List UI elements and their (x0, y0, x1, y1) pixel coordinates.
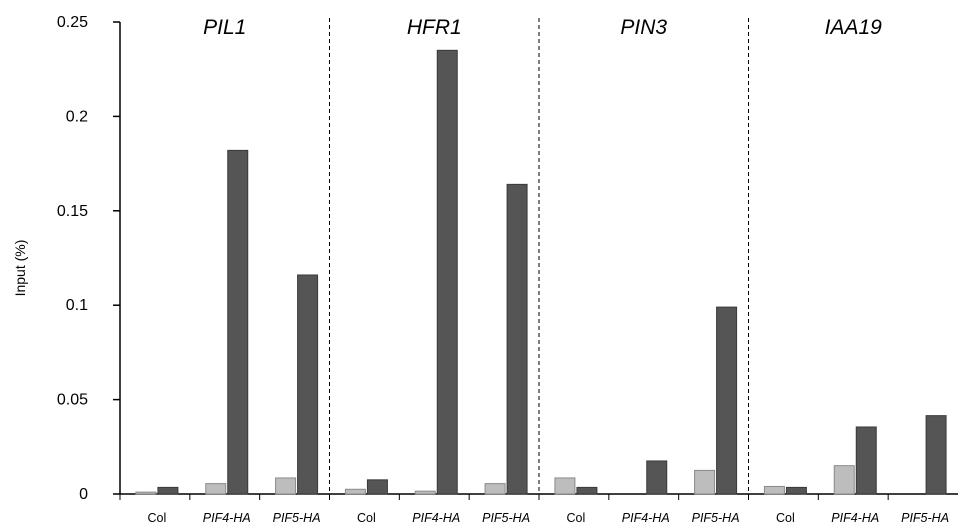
y-tick-label: 0.2 (66, 108, 88, 125)
bar (855, 426, 877, 495)
x-tick-label: PIF5-HA (692, 511, 740, 525)
y-tick-label: 0 (79, 486, 88, 503)
x-tick-label: PIF4-HA (203, 511, 251, 525)
bar (135, 491, 157, 495)
plot-area: 0 0.05 0.1 0.15 0.2 0.25 Input (%) PIL1 Col PIF4-… (12, 14, 958, 525)
x-tick-label: PIF5-HA (273, 511, 321, 525)
y-tick-label: 0.15 (57, 203, 88, 220)
bar (694, 469, 716, 495)
bar (576, 486, 598, 495)
x-tick-label: PIF4-HA (831, 511, 879, 525)
bar (716, 306, 738, 495)
bar (833, 465, 855, 495)
gene-label: PIN3 (620, 16, 667, 39)
gene-label: PIL1 (203, 16, 246, 39)
x-tick-label: PIF5-HA (901, 511, 949, 525)
x-tick-label: Col (357, 511, 376, 525)
bar (506, 183, 528, 495)
bar (436, 49, 458, 495)
x-tick-label: PIF4-HA (622, 511, 670, 525)
bar (785, 486, 807, 495)
bar (297, 274, 319, 495)
bar (157, 486, 179, 495)
y-tick-label: 0.1 (66, 297, 88, 314)
y-axis-label: Input (%) (12, 240, 28, 297)
x-tick-label: Col (776, 511, 795, 525)
bar (227, 149, 249, 495)
y-tick-label: 0.25 (57, 14, 88, 31)
x-tick-label: PIF5-HA (482, 511, 530, 525)
bar (763, 485, 785, 495)
bar (366, 479, 388, 495)
bar (554, 477, 576, 495)
x-tick-label: PIF4-HA (412, 511, 460, 525)
bar (925, 415, 947, 495)
x-tick-label: Col (567, 511, 586, 525)
bar (275, 477, 297, 495)
gene-label: IAA19 (825, 16, 883, 39)
gene-label: HFR1 (407, 16, 462, 39)
bar (646, 460, 668, 495)
bar (414, 490, 436, 495)
y-tick-label: 0.05 (57, 392, 88, 409)
bar (205, 483, 227, 495)
x-tick-label: Col (148, 511, 167, 525)
bar (484, 483, 506, 495)
bar (344, 488, 366, 495)
